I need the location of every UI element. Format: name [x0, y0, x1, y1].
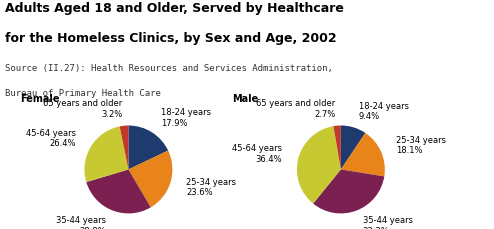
Text: Male: Male — [232, 94, 258, 104]
Text: 25-34 years
18.1%: 25-34 years 18.1% — [397, 136, 447, 155]
Text: 65 years and older
3.2%: 65 years and older 3.2% — [43, 99, 123, 119]
Text: 45-64 years
26.4%: 45-64 years 26.4% — [26, 129, 77, 148]
Wedge shape — [84, 126, 128, 182]
Text: 65 years and older
2.7%: 65 years and older 2.7% — [256, 99, 336, 119]
Wedge shape — [120, 125, 128, 169]
Text: 45-64 years
36.4%: 45-64 years 36.4% — [232, 144, 282, 164]
Text: for the Homeless Clinics, by Sex and Age, 2002: for the Homeless Clinics, by Sex and Age… — [5, 32, 336, 45]
Text: Adults Aged 18 and Older, Served by Healthcare: Adults Aged 18 and Older, Served by Heal… — [5, 2, 344, 15]
Wedge shape — [341, 125, 366, 169]
Wedge shape — [313, 169, 384, 213]
Text: Bureau of Primary Health Care: Bureau of Primary Health Care — [5, 89, 161, 98]
Wedge shape — [128, 125, 168, 169]
Wedge shape — [128, 150, 172, 207]
Text: 35-44 years
28.8%: 35-44 years 28.8% — [56, 216, 106, 229]
Wedge shape — [297, 126, 341, 204]
Text: 18-24 years
9.4%: 18-24 years 9.4% — [359, 102, 409, 121]
Text: Source (II.27): Health Resources and Services Administration,: Source (II.27): Health Resources and Ser… — [5, 64, 333, 73]
Wedge shape — [341, 133, 385, 176]
Text: 35-44 years
33.3%: 35-44 years 33.3% — [363, 216, 412, 229]
Text: 18-24 years
17.9%: 18-24 years 17.9% — [161, 109, 211, 128]
Text: 25-34 years
23.6%: 25-34 years 23.6% — [186, 177, 237, 197]
Text: Female: Female — [20, 94, 59, 104]
Wedge shape — [86, 169, 151, 213]
Wedge shape — [333, 125, 341, 169]
